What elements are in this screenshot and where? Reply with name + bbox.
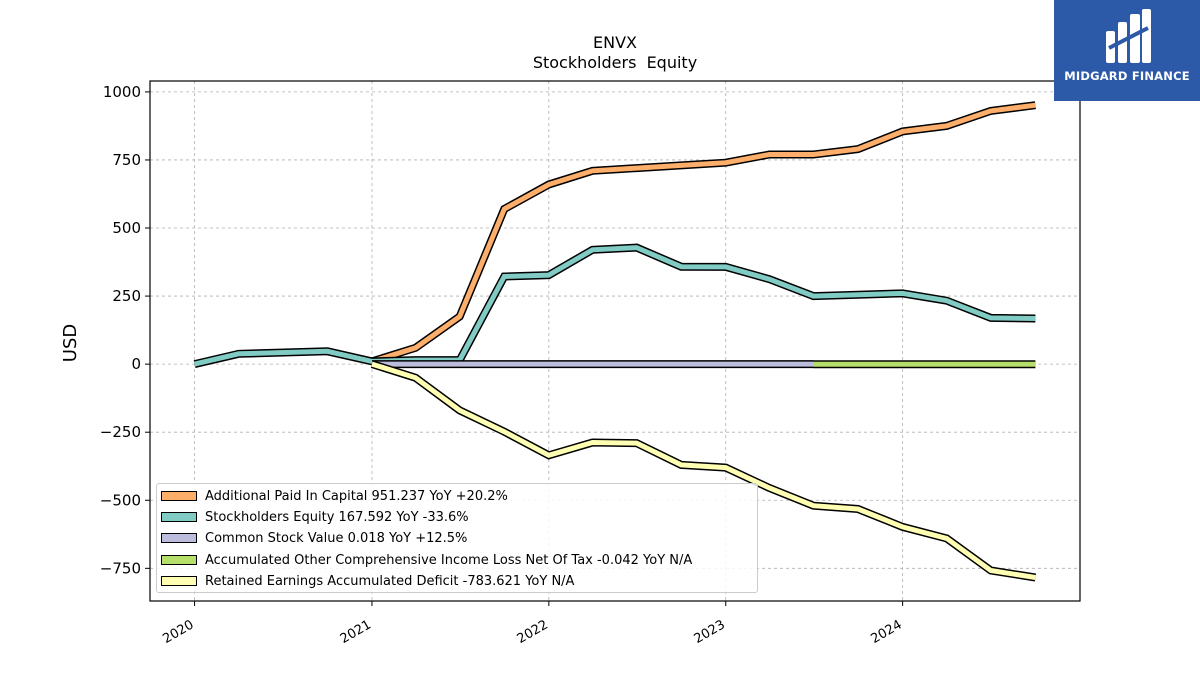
- y-tick-label: 1000: [103, 83, 141, 101]
- x-tick-label: 2023: [692, 617, 728, 647]
- y-tick-label: 750: [112, 151, 141, 169]
- legend-swatch: [161, 575, 197, 586]
- brand-logo: MIDGARD FINANCE: [1054, 0, 1200, 101]
- legend-label: Retained Earnings Accumulated Deficit -7…: [205, 573, 575, 589]
- x-tick-label: 2022: [515, 617, 551, 647]
- legend-swatch: [161, 554, 197, 565]
- x-tick-label: 2020: [160, 617, 196, 647]
- series-line-4: [371, 361, 1036, 580]
- series-outline: [370, 101, 1036, 366]
- series-line-0: [371, 102, 1036, 364]
- x-tick-label: 2021: [338, 617, 374, 647]
- series-line-1: [194, 245, 1036, 367]
- legend-label: Common Stock Value 0.018 YoY +12.5%: [205, 531, 468, 547]
- y-tick-label: 0: [131, 355, 141, 373]
- y-tick-label: −500: [100, 491, 141, 509]
- y-tick-label: 250: [112, 287, 141, 305]
- chart-title: ENVX: [593, 33, 637, 52]
- legend-label: Additional Paid In Capital 951.237 YoY +…: [205, 489, 508, 504]
- logo-mark-icon: [1106, 9, 1151, 63]
- legend-swatch: [161, 491, 197, 501]
- y-tick-label: −750: [100, 559, 141, 577]
- y-tick-label: 500: [112, 219, 141, 237]
- series-outline: [193, 243, 1036, 368]
- legend-swatch: [161, 533, 197, 544]
- y-ticks: −750 −500 −250 0 250 500 750 1000: [100, 83, 150, 577]
- x-ticks: 2020 2021 2022 2023 2024: [160, 601, 905, 647]
- x-tick-label: 2024: [868, 617, 904, 647]
- plot-frame: [149, 80, 1081, 602]
- legend-label: Accumulated Other Comprehensive Income L…: [205, 552, 693, 568]
- legend-swatch: [161, 512, 197, 523]
- y-tick-label: −250: [100, 423, 141, 441]
- brand-name: MIDGARD FINANCE: [1064, 69, 1190, 83]
- y-axis-label: USD: [60, 324, 81, 362]
- legend: Additional Paid In Capital 951.237 YoY +…: [156, 483, 758, 593]
- series-layer: [193, 101, 1037, 582]
- legend-label: Stockholders Equity 167.592 YoY -33.6%: [205, 510, 469, 526]
- chart-subtitle: Stockholders Equity: [533, 53, 697, 72]
